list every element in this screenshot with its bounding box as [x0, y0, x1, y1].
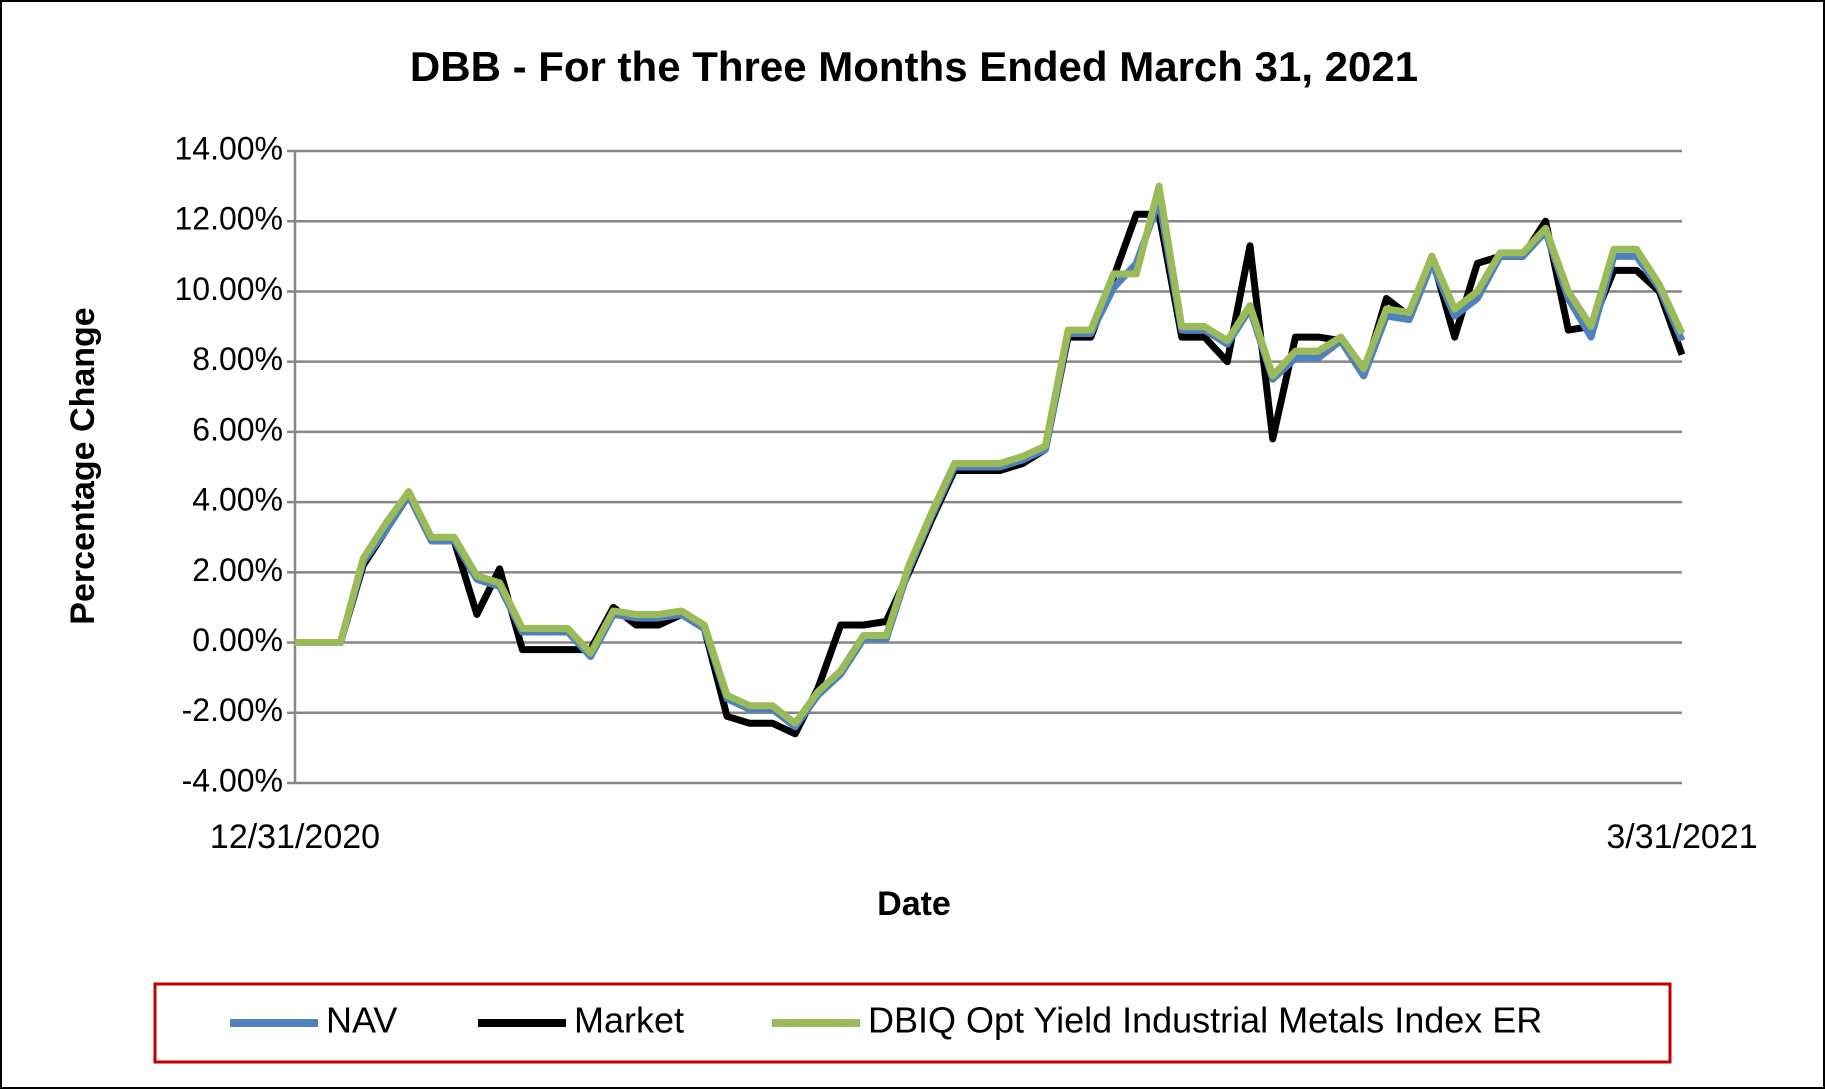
- y-tick-label: 4.00%: [192, 482, 283, 518]
- series-line: [295, 210, 1686, 738]
- legend-label: DBIQ Opt Yield Industrial Metals Index E…: [868, 1000, 1542, 1041]
- y-tick-label: 10.00%: [174, 271, 283, 307]
- x-axis-label: Date: [877, 885, 951, 923]
- y-tick-label: 6.00%: [192, 411, 283, 447]
- legend-label: Market: [574, 1000, 684, 1041]
- legend-label: NAV: [326, 1000, 397, 1041]
- y-tick-label: 0.00%: [192, 622, 283, 658]
- y-tick-label: 14.00%: [174, 130, 283, 166]
- y-tick-label: 8.00%: [192, 341, 283, 377]
- chart-title: DBB - For the Three Months Ended March 3…: [410, 43, 1418, 90]
- series-line: [295, 182, 1686, 727]
- x-tick-label: 12/31/2020: [210, 818, 380, 856]
- legend-box: [153, 982, 1672, 1064]
- y-tick-label: 12.00%: [174, 201, 283, 237]
- y-tick-label: -2.00%: [182, 692, 283, 728]
- y-tick-label: 2.00%: [192, 552, 283, 588]
- y-axis-label: Percentage Change: [64, 307, 102, 624]
- y-tick-label: -4.00%: [182, 762, 283, 798]
- x-tick-label: 3/31/2021: [1606, 818, 1757, 856]
